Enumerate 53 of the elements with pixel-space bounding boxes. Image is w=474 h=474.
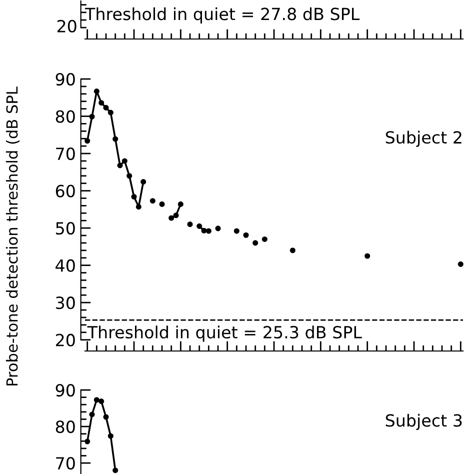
point (458, 261, 464, 267)
y-tick-label: 80 (56, 110, 75, 123)
point (103, 414, 109, 420)
point (206, 228, 212, 234)
ref-line-label: Threshold in quiet = 25.3 dB SPL (87, 326, 362, 342)
point (112, 136, 118, 142)
point (173, 212, 179, 218)
point (122, 158, 128, 164)
point (178, 201, 184, 207)
y-tick-label: 30 (56, 296, 75, 310)
point (89, 412, 95, 418)
point (290, 248, 296, 254)
point (94, 88, 100, 94)
y-tick-label: 90 (56, 384, 75, 397)
point (215, 226, 221, 232)
point (201, 228, 207, 234)
point (89, 114, 95, 120)
point (136, 204, 142, 210)
point (196, 223, 202, 229)
point (252, 240, 258, 246)
point (187, 222, 193, 228)
text: Threshold in quiet = 27.8 dB SPL (84, 7, 360, 24)
text: Subject 2 (386, 130, 462, 147)
point (85, 438, 90, 444)
point (243, 232, 249, 238)
y-tick-label: 70 (56, 147, 75, 160)
point (94, 397, 100, 403)
point (98, 100, 104, 106)
point (159, 201, 165, 207)
point (117, 162, 123, 168)
point (168, 215, 174, 221)
point (364, 253, 370, 259)
point (112, 468, 118, 474)
y-axis-title: Probe-tone detection threshold (dB SPL (6, 86, 20, 386)
y-tick-label: 70 (56, 457, 75, 470)
point (234, 228, 240, 234)
y-tick-label: 80 (56, 420, 75, 434)
point (131, 194, 137, 200)
point (103, 104, 109, 110)
point (108, 110, 114, 116)
y-tick-label: 40 (56, 259, 75, 272)
point (84, 138, 90, 144)
text: Subject 3 (386, 414, 462, 430)
y-tick-label: 20 (56, 334, 75, 346)
y-tick-label: 90 (56, 72, 75, 86)
point (140, 179, 146, 185)
point (262, 236, 268, 242)
y-tick-label: 60 (56, 184, 75, 198)
y-tick-label: 50 (56, 222, 75, 235)
point (150, 198, 156, 204)
point (108, 433, 114, 439)
point (98, 398, 104, 404)
point (126, 173, 132, 179)
